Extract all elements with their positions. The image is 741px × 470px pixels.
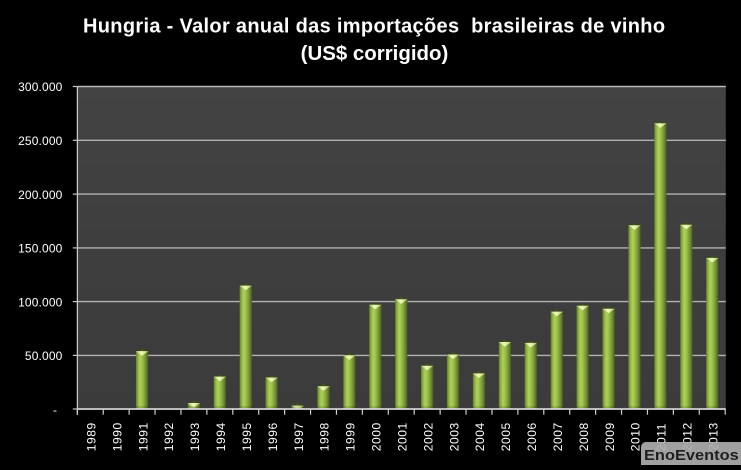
svg-text:-: - (53, 403, 57, 417)
svg-text:250.000: 250.000 (18, 134, 63, 148)
svg-text:1994: 1994 (214, 422, 228, 451)
svg-text:1989: 1989 (84, 422, 98, 451)
svg-text:100.000: 100.000 (18, 295, 63, 309)
svg-text:(US$ corrigido): (US$ corrigido) (301, 43, 449, 65)
svg-text:2009: 2009 (603, 422, 617, 451)
svg-text:2003: 2003 (447, 422, 461, 451)
svg-text:2004: 2004 (473, 422, 487, 451)
svg-text:1997: 1997 (292, 422, 306, 451)
svg-text:1999: 1999 (344, 422, 358, 451)
svg-text:Hungria - Valor anual das impo: Hungria - Valor anual das importações br… (83, 16, 665, 38)
svg-text:2005: 2005 (499, 422, 513, 451)
svg-text:1993: 1993 (188, 422, 202, 451)
svg-text:2006: 2006 (525, 422, 539, 451)
svg-text:1991: 1991 (136, 422, 150, 451)
svg-text:2002: 2002 (421, 422, 435, 451)
svg-text:1990: 1990 (110, 422, 124, 451)
svg-text:2008: 2008 (577, 422, 591, 451)
svg-text:2007: 2007 (551, 422, 565, 451)
svg-text:150.000: 150.000 (18, 242, 63, 256)
svg-text:2010: 2010 (629, 422, 643, 451)
svg-text:50.000: 50.000 (25, 349, 63, 363)
svg-text:1996: 1996 (266, 422, 280, 451)
svg-text:2001: 2001 (395, 422, 409, 451)
svg-text:EnoEventos: EnoEventos (644, 448, 739, 464)
svg-text:1998: 1998 (318, 422, 332, 451)
svg-text:1992: 1992 (162, 422, 176, 451)
svg-text:1995: 1995 (240, 422, 254, 451)
svg-text:2000: 2000 (370, 422, 384, 451)
svg-text:200.000: 200.000 (18, 188, 63, 202)
svg-text:300.000: 300.000 (18, 80, 63, 94)
